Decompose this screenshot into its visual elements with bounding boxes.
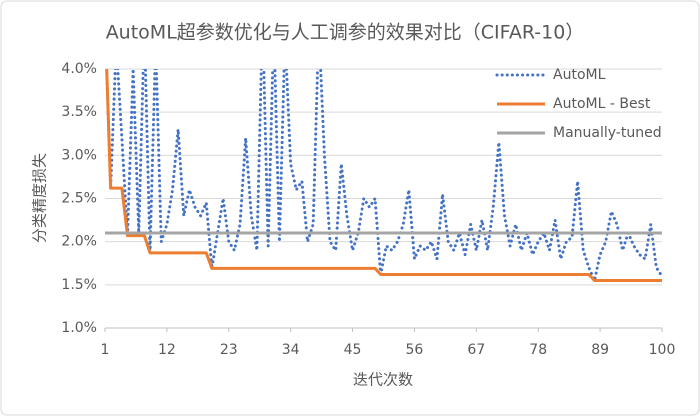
legend-label: AutoML - Best [553,96,651,112]
x-tick-label: 45 [344,342,362,358]
y-tick-label: 3.5% [61,104,97,120]
y-tick-label: 1.5% [61,277,97,293]
y-tick-label: 4.0% [61,61,97,77]
series-line [105,69,662,283]
x-tick-label: 23 [220,342,238,358]
legend-label: Manually-tuned [553,125,662,141]
x-tick-label: 67 [467,342,485,358]
x-tick-label: 100 [649,342,676,358]
y-axis-label: 分类精度损失 [31,153,49,243]
y-tick-label: 2.0% [61,234,97,250]
series-line [105,69,662,283]
x-tick-label: 1 [101,342,110,358]
x-tick-label: 56 [406,342,424,358]
x-tick-label: 78 [529,342,547,358]
x-axis-label: 迭代次数 [353,371,413,389]
y-tick-label: 3.0% [61,147,97,163]
chart-title: AutoML超参数优化与人工调参的效果对比（CIFAR-10） [106,22,585,44]
plot-area [105,69,662,283]
x-tick-label: 12 [158,342,176,358]
x-tick-label: 34 [282,342,300,358]
x-tick-label: 89 [591,342,609,358]
legend-label: AutoML [553,67,606,83]
y-tick-label: 2.5% [61,191,97,207]
y-tick-label: 1.0% [61,320,97,336]
